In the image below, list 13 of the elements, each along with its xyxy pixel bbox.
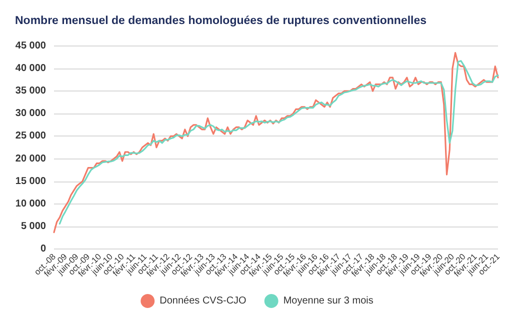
y-tick-label: 30 000: [15, 108, 46, 120]
y-tick-label: 40 000: [15, 63, 46, 74]
legend-label: Données CVS-CJO: [160, 296, 247, 306]
y-tick-label: 5 000: [20, 220, 46, 232]
legend-label: Moyenne sur 3 mois: [283, 296, 374, 306]
chart-title: Nombre mensuel de demandes homologuées de ruptures conventionnelles: [15, 15, 427, 27]
y-tick-label: 0: [40, 244, 46, 254]
y-tick-label: 25 000: [15, 130, 46, 142]
y-tick-label: 35 000: [15, 86, 46, 97]
y-tick-label: 10 000: [15, 198, 46, 210]
y-tick-label: 20 000: [15, 153, 46, 164]
y-tick-label: 45 000: [15, 40, 46, 52]
y-tick-label: 15 000: [15, 176, 46, 187]
